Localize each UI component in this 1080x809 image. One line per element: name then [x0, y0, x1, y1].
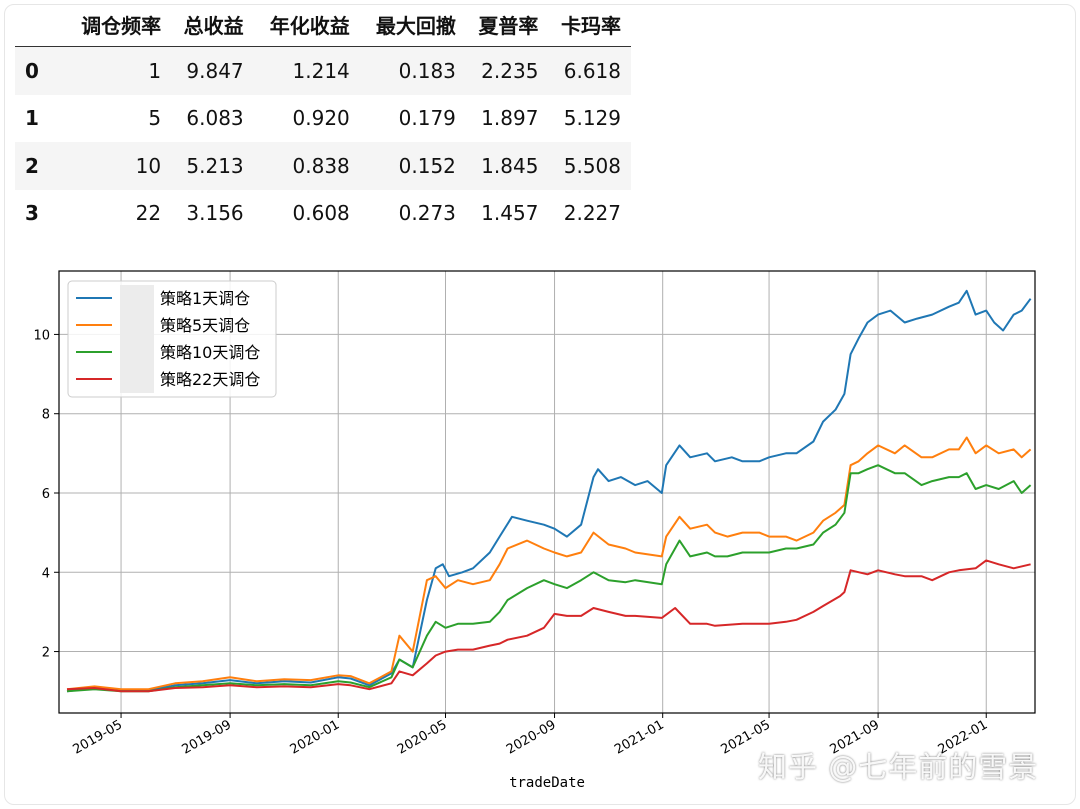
row-index: 0 [25, 58, 39, 83]
table-cell: 0.920 [292, 106, 350, 131]
legend-label: 策略10天调仓 [160, 343, 260, 362]
table-header-row: 调仓频率 总收益 年化收益 最大回撤 夏普率 卡玛率 [15, 2, 631, 47]
series-line [66, 436, 1032, 691]
table-cell: 1 [148, 58, 162, 83]
row-index: 2 [25, 153, 39, 178]
legend-label: 策略22天调仓 [160, 370, 260, 389]
line-chart: 2019-05 2019-09 2020-01 2020-05 2020-09 2021-… [33, 270, 1036, 791]
table-header: 夏普率 [465, 2, 549, 47]
table-cell: 9.847 [186, 58, 244, 83]
table-cell: 1.845 [481, 153, 539, 178]
table-cell: 6.618 [563, 58, 621, 83]
x-tick-label: 2020-01 [288, 717, 343, 757]
table-cell: 10 [135, 153, 162, 178]
table-row: 0 1 9.847 1.214 0.183 2.235 6.618 [15, 46, 631, 95]
y-tick-label: 4 [42, 566, 50, 581]
axes-frame [58, 270, 1036, 714]
x-tick-label: 2019-09 [180, 717, 235, 757]
table-row: 1 5 6.083 0.920 0.179 1.897 5.129 [15, 95, 631, 143]
x-tick-label: 2019-05 [71, 717, 126, 757]
table-cell: 1.457 [481, 201, 539, 226]
x-tick-label: 2021-01 [612, 717, 667, 757]
table-cell: 0.273 [398, 201, 456, 226]
table-cell: 1.897 [481, 106, 539, 131]
table-row: 2 10 5.213 0.838 0.152 1.845 5.508 [15, 142, 631, 190]
table-cell: 3.156 [186, 201, 244, 226]
watermark-text: 知乎 @七年前的雪景 [758, 750, 1039, 784]
table-cell: 0.183 [398, 58, 456, 83]
row-index: 3 [25, 201, 39, 226]
table-cell: 22 [135, 201, 162, 226]
table-row: 3 22 3.156 0.608 0.273 1.457 2.227 [15, 190, 631, 238]
y-tick-label: 10 [33, 328, 50, 343]
table-header: 最大回撤 [359, 2, 466, 47]
table-cell: 1.214 [292, 58, 350, 83]
table-cell: 0.152 [398, 153, 456, 178]
table-cell: 5.508 [563, 153, 621, 178]
table-header: 卡玛率 [548, 2, 631, 47]
table-cell: 6.083 [186, 106, 244, 131]
y-tick-label: 6 [42, 487, 50, 502]
legend-redaction [120, 285, 154, 393]
x-axis-label: tradeDate [509, 775, 585, 791]
table-header: 调仓频率 [65, 2, 172, 47]
x-tick-label: 2020-05 [395, 717, 450, 757]
table-cell: 0.838 [292, 153, 350, 178]
row-index: 1 [25, 106, 39, 131]
table-cell: 2.235 [481, 58, 539, 83]
legend-label: 策略1天调仓 [160, 289, 250, 308]
summary-table: 调仓频率 总收益 年化收益 最大回撤 夏普率 卡玛率 0 1 9.847 1.2… [15, 2, 631, 237]
series-line [66, 464, 1032, 693]
table-cell: 5.129 [563, 106, 621, 131]
table-cell: 0.179 [398, 106, 456, 131]
series-line [66, 289, 1032, 693]
table-cell: 0.608 [292, 201, 350, 226]
table-cell: 5 [148, 106, 162, 131]
table-header-index [15, 2, 65, 47]
table-cell: 5.213 [186, 153, 244, 178]
y-tick-label: 8 [42, 408, 50, 423]
series-line [66, 559, 1031, 693]
y-tick-label: 2 [42, 646, 50, 661]
table-cell: 2.227 [563, 201, 621, 226]
table-header: 年化收益 [253, 2, 360, 47]
x-tick-label: 2020-09 [504, 717, 559, 757]
legend-label: 策略5天调仓 [160, 316, 250, 335]
table-header: 总收益 [171, 2, 254, 47]
